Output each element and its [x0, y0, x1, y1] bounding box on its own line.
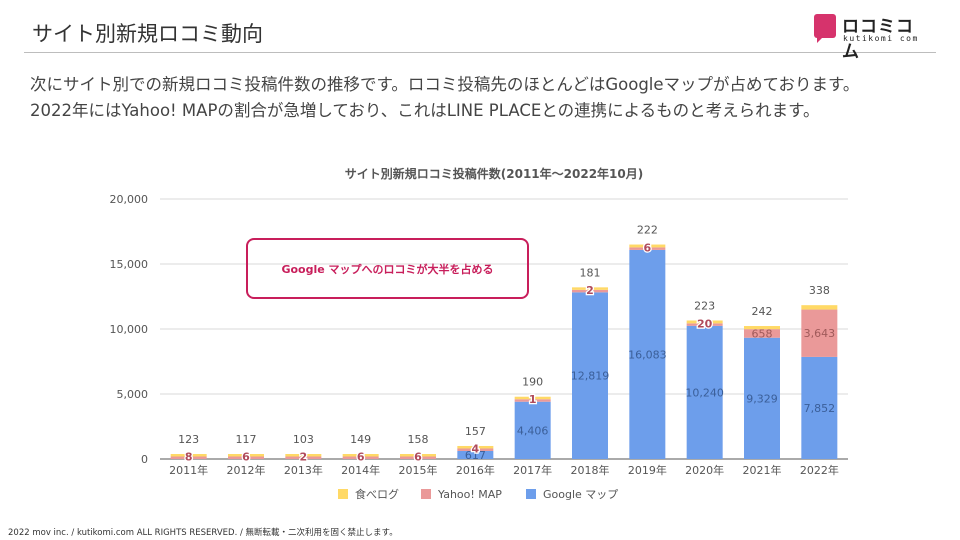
- data-label-tabelog: 149: [350, 433, 371, 446]
- x-tick-label: 2020年: [685, 463, 724, 477]
- x-tick-label: 2013年: [284, 463, 323, 477]
- bar-yahoo: [801, 309, 838, 357]
- data-label-google: 16,083: [628, 348, 667, 361]
- x-tick-label: 2012年: [227, 463, 266, 477]
- bar-google: [801, 356, 838, 459]
- data-label-tabelog: 190: [522, 376, 543, 389]
- data-label-tabelog: 123: [178, 433, 199, 446]
- bar-tabelog: [514, 396, 551, 400]
- bar-tabelog: [686, 320, 723, 324]
- bar-tabelog: [170, 454, 207, 457]
- bar-yahoo: [228, 456, 264, 459]
- x-tick-label: 2018年: [571, 463, 610, 477]
- bar-tabelog: [744, 326, 780, 330]
- bar-yahoo: [285, 456, 322, 459]
- bar-tabelog: [228, 454, 264, 457]
- data-label-tabelog: 223: [694, 299, 715, 312]
- logo-subtext: kutikomi com: [843, 34, 919, 43]
- data-label-google: 7,852: [804, 402, 836, 415]
- x-tick-label: 2016年: [456, 463, 495, 477]
- x-tick-label: 2022年: [800, 463, 839, 477]
- bar-tabelog: [457, 445, 494, 449]
- data-label-google: 12,819: [571, 370, 610, 383]
- bar-google: [514, 401, 551, 459]
- brand-logo[interactable]: ロコミコム kutikomi com: [814, 12, 926, 62]
- bar-yahoo: [629, 247, 666, 250]
- description: 次にサイト別での新規ロコミ投稿件数の推移です。ロコミ投稿先のほとんどはGoogl…: [30, 72, 930, 124]
- x-tick-label: 2019年: [628, 463, 667, 477]
- logo-name: ロコミコム: [842, 17, 914, 62]
- legend-swatch: [338, 489, 348, 499]
- y-tick-label: 10,000: [110, 323, 149, 336]
- data-label-yahoo: 20: [697, 317, 713, 330]
- data-label-yahoo: 6: [357, 451, 365, 464]
- bar-tabelog: [801, 305, 838, 310]
- data-label-tabelog: 242: [752, 305, 773, 318]
- legend-label: Google マップ: [543, 488, 618, 501]
- data-label-google: 4,406: [517, 424, 549, 437]
- bar-yahoo: [400, 456, 436, 459]
- data-label-yahoo: 6: [242, 451, 250, 464]
- bar-yahoo: [342, 456, 379, 459]
- bar-yahoo: [457, 448, 494, 451]
- bar-yahoo: [686, 323, 723, 326]
- data-label-google: 10,240: [685, 386, 724, 399]
- bar-google: [629, 249, 666, 459]
- bar-tabelog: [629, 244, 666, 248]
- bar-yahoo: [170, 456, 207, 459]
- data-label-yahoo: 6: [644, 241, 652, 254]
- bar-yahoo: [744, 329, 780, 338]
- description-line-2: 2022年にはYahoo! MAPの割合が急増しており、これはLINE PLAC…: [30, 101, 820, 120]
- bar-yahoo: [514, 399, 551, 402]
- data-label-google: 617: [465, 449, 486, 462]
- y-tick-label: 0: [141, 453, 148, 466]
- data-label-yahoo: 3,643: [804, 327, 836, 340]
- data-label-yahoo: 2: [586, 284, 594, 297]
- data-label-tabelog: 222: [637, 224, 658, 237]
- callout-text: Google マップへのロコミが大半を占める: [281, 262, 494, 276]
- data-label-google: 9,329: [746, 392, 778, 405]
- legend-swatch: [526, 489, 536, 499]
- bar-tabelog: [285, 454, 322, 457]
- data-label-yahoo: 2: [300, 451, 308, 464]
- title-divider: [24, 52, 936, 53]
- data-label-yahoo: 658: [752, 327, 773, 340]
- bar-google: [686, 325, 723, 459]
- bar-google: [457, 450, 494, 459]
- bar-tabelog: [572, 287, 608, 290]
- legend-label: Yahoo! MAP: [437, 488, 502, 501]
- speech-bubble-icon: [814, 14, 836, 43]
- x-tick-label: 2011年: [169, 463, 208, 477]
- data-label-tabelog: 158: [408, 433, 429, 446]
- legend-label: 食べログ: [355, 487, 399, 501]
- x-tick-label: 2014年: [341, 463, 380, 477]
- data-label-tabelog: 338: [809, 284, 830, 297]
- data-label-tabelog: 117: [236, 433, 257, 446]
- bar-tabelog: [342, 454, 379, 457]
- x-tick-label: 2015年: [399, 463, 438, 477]
- page-title: サイト別新規ロコミ動向: [32, 22, 263, 46]
- data-label-tabelog: 157: [465, 425, 486, 438]
- bar-google: [744, 337, 780, 459]
- y-tick-label: 20,000: [110, 193, 149, 206]
- bar-google: [572, 292, 608, 459]
- data-label-yahoo: 4: [472, 442, 480, 455]
- bar-tabelog: [400, 454, 436, 457]
- description-line-1: 次にサイト別での新規ロコミ投稿件数の推移です。ロコミ投稿先のほとんどはGoogl…: [30, 75, 860, 94]
- data-label-tabelog: 181: [580, 266, 601, 279]
- legend-swatch: [421, 489, 431, 499]
- footer-copyright: 2022 mov inc. / kutikomi.com ALL RIGHTS …: [8, 528, 398, 538]
- data-label-yahoo: 1: [529, 393, 537, 406]
- data-label-yahoo: 6: [414, 451, 422, 464]
- data-label-yahoo: 8: [185, 451, 193, 464]
- data-label-tabelog: 103: [293, 433, 314, 446]
- chart-title: サイト別新規ロコミ投稿件数(2011年〜2022年10月): [345, 166, 643, 181]
- bar-yahoo: [572, 289, 608, 293]
- x-tick-label: 2021年: [743, 463, 782, 477]
- x-tick-label: 2017年: [513, 463, 552, 477]
- y-tick-label: 5,000: [117, 388, 149, 401]
- y-tick-label: 15,000: [110, 258, 149, 271]
- callout-box: Google マップへのロコミが大半を占める: [246, 238, 529, 299]
